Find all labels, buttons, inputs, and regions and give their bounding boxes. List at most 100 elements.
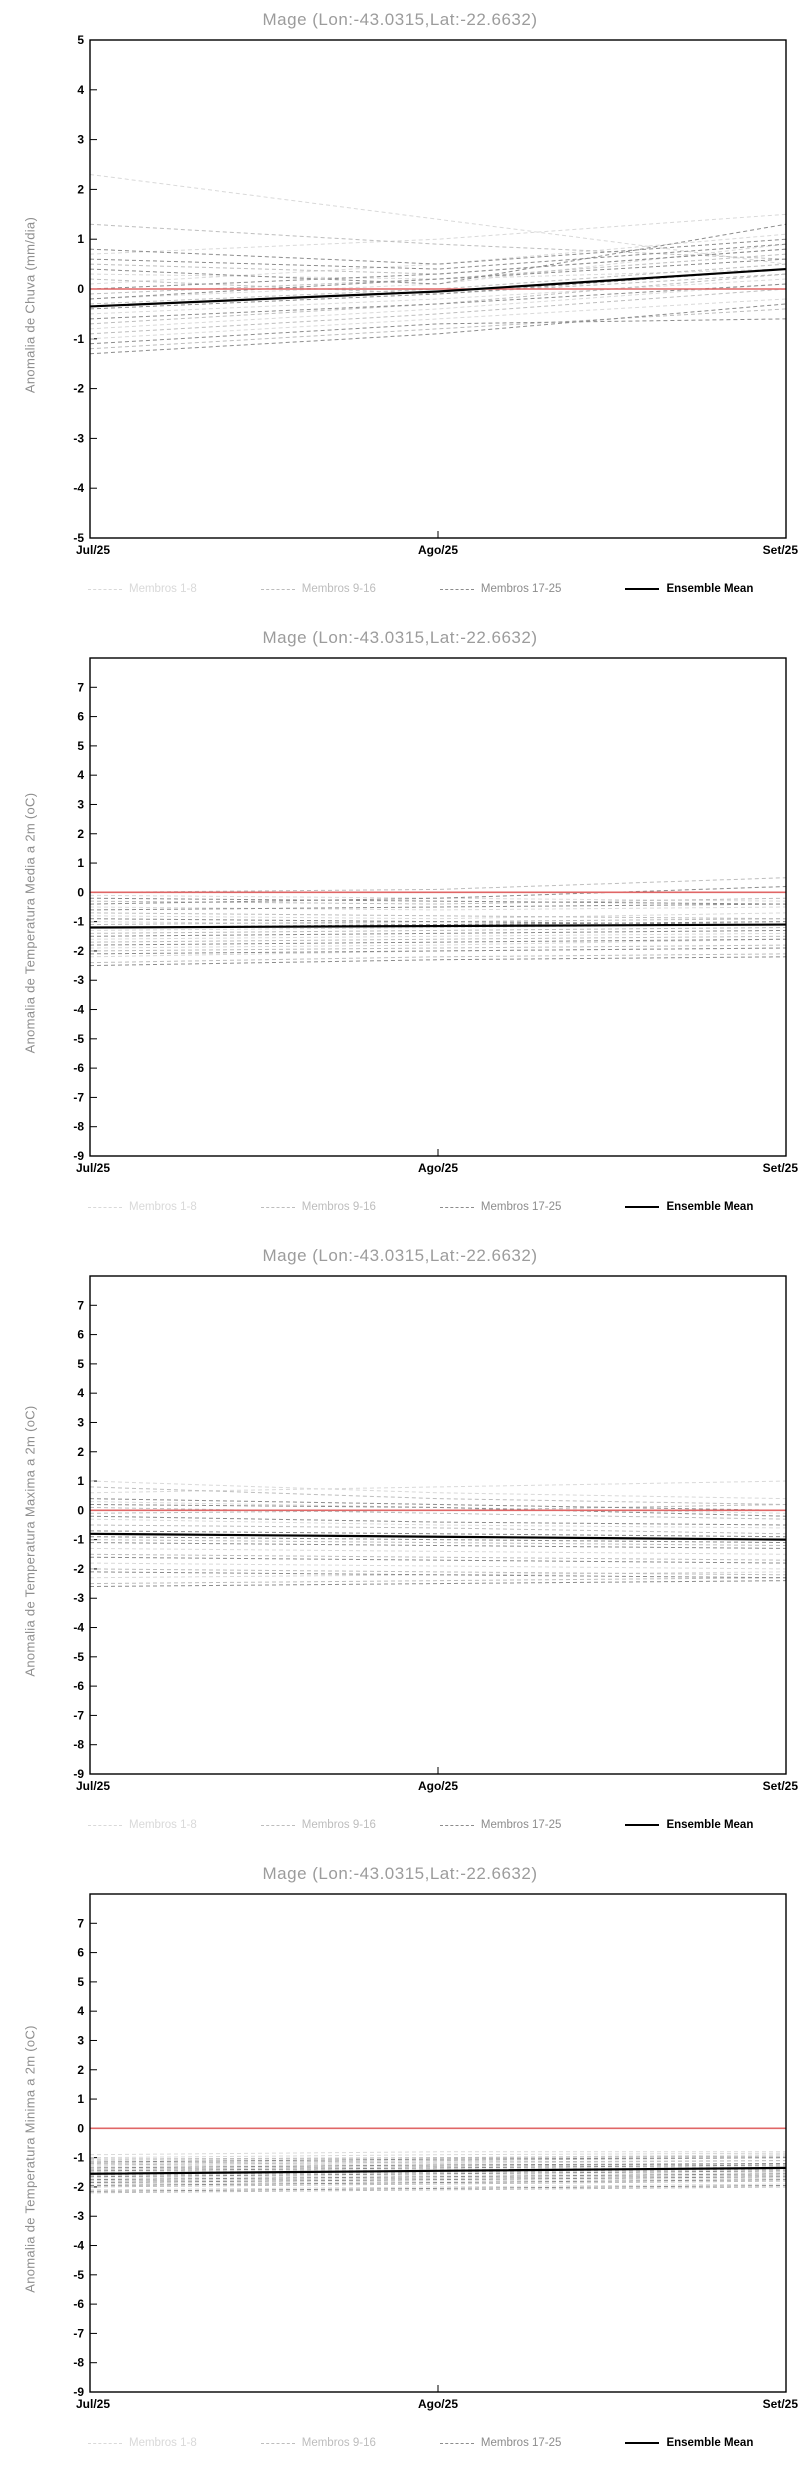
legend-label: Membros 17-25 (480, 1201, 562, 1213)
svg-text:4: 4 (77, 2004, 84, 2018)
legend-item-membros-9-16: Membros 9-16 (260, 2437, 376, 2449)
svg-text:7: 7 (77, 1298, 84, 1312)
chart-title: Mage (Lon:-43.0315,Lat:-22.6632) (262, 1864, 538, 1883)
legend-label: Membros 1-8 (129, 583, 197, 595)
svg-text:-3: -3 (73, 2209, 84, 2223)
legend-item-membros-9-16: Membros 9-16 (260, 1819, 376, 1831)
svg-text:-5: -5 (73, 531, 84, 545)
y-axis-label: Anomalia de Temperatura Media a 2m (oC) (22, 792, 38, 1053)
svg-text:1: 1 (77, 856, 84, 870)
dashed-line-swatch (88, 1206, 122, 1208)
legend-item-ensemble-mean: Ensemble Mean (625, 2437, 753, 2449)
svg-text:6: 6 (77, 1328, 84, 1342)
svg-text:-4: -4 (73, 2239, 84, 2253)
svg-text:3: 3 (77, 133, 84, 147)
legend-item-membros-17-25: Membros 17-25 (439, 1819, 562, 1831)
svg-text:-1: -1 (73, 2151, 84, 2165)
svg-text:-4: -4 (73, 1621, 84, 1635)
svg-text:-9: -9 (73, 1767, 84, 1781)
chart-anomalia-temperatura-media: Mage (Lon:-43.0315,Lat:-22.6632) Anomali… (0, 618, 800, 1236)
dashed-line-swatch (88, 588, 122, 590)
svg-text:-8: -8 (73, 1738, 84, 1752)
svg-text:-1: -1 (73, 332, 84, 346)
svg-text:-8: -8 (73, 1120, 84, 1134)
legend-item-ensemble-mean: Ensemble Mean (625, 1819, 753, 1831)
legend-label: Membros 1-8 (129, 1201, 197, 1213)
dashed-line-swatch (260, 2442, 295, 2444)
legend-label: Membros 9-16 (301, 583, 376, 595)
svg-text:7: 7 (77, 1916, 84, 1930)
svg-text:2: 2 (77, 2063, 84, 2077)
svg-text:1: 1 (77, 232, 84, 246)
svg-text:-1: -1 (73, 1533, 84, 1547)
svg-text:3: 3 (77, 797, 84, 811)
plot-area: Anomalia de Chuva (mm/dia) -5 -4 -3 -2 -1 0 1 2… (0, 32, 800, 577)
dashed-line-swatch (88, 1824, 122, 1826)
svg-text:-2: -2 (73, 2180, 84, 2194)
legend-item-membros-1-8: Membros 1-8 (88, 1819, 197, 1831)
chart-title: Mage (Lon:-43.0315,Lat:-22.6632) (262, 10, 538, 29)
solid-line-swatch (625, 588, 660, 590)
y-axis-label: Anomalia de Temperatura Maxima a 2m (oC) (22, 1404, 38, 1677)
svg-text:1: 1 (77, 2092, 84, 2106)
dashed-line-swatch (260, 1824, 295, 1826)
dashed-line-swatch (260, 1206, 295, 1208)
svg-text:Set/25: Set/25 (763, 2397, 799, 2411)
svg-text:4: 4 (77, 1386, 84, 1400)
legend-label: Ensemble Mean (666, 1819, 754, 1831)
svg-text:Ago/25: Ago/25 (418, 1161, 458, 1175)
svg-text:2: 2 (77, 827, 84, 841)
plot-svg: -9 -8 -7 -6 -5 -4 -3 -2 -1 0 1 2 3 4 5 6 7 Jul/25 Ago/25 Se… (73, 1893, 799, 2411)
svg-text:-7: -7 (73, 1090, 84, 1104)
y-axis-label: Anomalia de Chuva (mm/dia) (22, 216, 38, 393)
chart-anomalia-temperatura-maxima: Mage (Lon:-43.0315,Lat:-22.6632) Anomali… (0, 1236, 800, 1854)
legend-label: Membros 1-8 (129, 2437, 197, 2449)
legend-item-membros-17-25: Membros 17-25 (439, 2437, 562, 2449)
solid-line-swatch (625, 2442, 660, 2444)
plot-area: Anomalia de Temperatura Maxima a 2m (oC)… (0, 1268, 800, 1813)
svg-text:3: 3 (77, 2033, 84, 2047)
svg-text:-9: -9 (73, 1149, 84, 1163)
svg-text:-6: -6 (73, 2297, 84, 2311)
legend-label: Membros 1-8 (129, 1819, 197, 1831)
svg-text:2: 2 (77, 1445, 84, 1459)
legend-label: Membros 17-25 (480, 583, 562, 595)
legend-item-membros-9-16: Membros 9-16 (260, 1201, 376, 1213)
legend-label: Membros 17-25 (480, 2437, 562, 2449)
legend-label: Membros 17-25 (480, 1819, 562, 1831)
svg-text:0: 0 (77, 1503, 84, 1517)
svg-text:Jul/25: Jul/25 (76, 1161, 110, 1175)
plot-area: Anomalia de Temperatura Media a 2m (oC) … (0, 650, 800, 1195)
legend: Membros 1-8 Membros 9-16 Membros 17-25 E… (0, 2433, 800, 2453)
y-axis-label: Anomalia de Temperatura Minima a 2m (oC) (22, 2024, 38, 2293)
svg-text:Set/25: Set/25 (763, 543, 799, 557)
svg-text:6: 6 (77, 710, 84, 724)
solid-line-swatch (625, 1206, 660, 1208)
svg-text:-1: -1 (73, 915, 84, 929)
svg-text:5: 5 (77, 1975, 84, 1989)
legend-item-membros-1-8: Membros 1-8 (88, 2437, 197, 2449)
svg-text:-7: -7 (73, 2326, 84, 2340)
legend-item-ensemble-mean: Ensemble Mean (625, 1201, 753, 1213)
legend-label: Ensemble Mean (666, 1201, 754, 1213)
svg-text:Jul/25: Jul/25 (76, 1779, 110, 1793)
svg-text:3: 3 (77, 1415, 84, 1429)
svg-text:0: 0 (77, 885, 84, 899)
svg-text:5: 5 (77, 33, 84, 47)
legend-item-membros-1-8: Membros 1-8 (88, 1201, 197, 1213)
svg-text:-4: -4 (73, 1003, 84, 1017)
legend: Membros 1-8 Membros 9-16 Membros 17-25 E… (0, 579, 800, 599)
svg-text:7: 7 (77, 680, 84, 694)
svg-text:-5: -5 (73, 1650, 84, 1664)
svg-text:1: 1 (77, 1474, 84, 1488)
legend-label: Membros 9-16 (301, 1201, 376, 1213)
svg-text:Ago/25: Ago/25 (418, 543, 458, 557)
svg-text:-2: -2 (73, 382, 84, 396)
legend: Membros 1-8 Membros 9-16 Membros 17-25 E… (0, 1197, 800, 1217)
svg-text:Set/25: Set/25 (763, 1161, 799, 1175)
svg-text:-6: -6 (73, 1061, 84, 1075)
dashed-line-swatch (439, 1206, 474, 1208)
svg-text:-2: -2 (73, 944, 84, 958)
chart-anomalia-temperatura-minima: Mage (Lon:-43.0315,Lat:-22.6632) Anomali… (0, 1854, 800, 2472)
dashed-line-swatch (439, 1824, 474, 1826)
